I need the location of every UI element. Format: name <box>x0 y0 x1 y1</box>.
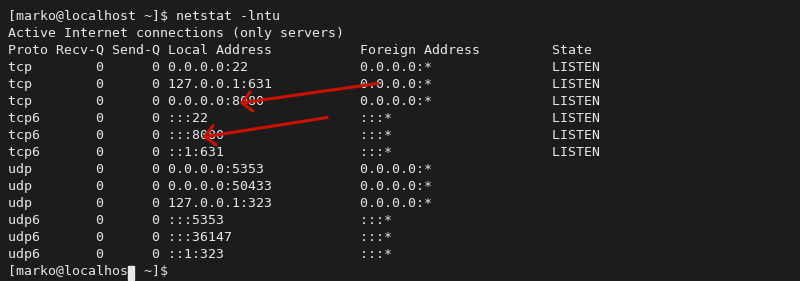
Bar <box>128 266 134 280</box>
Text: Proto Recv-Q Send-Q Local Address           Foreign Address         State: Proto Recv-Q Send-Q Local Address Foreig… <box>8 44 592 57</box>
Text: tcp        0      0 127.0.0.1:631           0.0.0.0:*               LISTEN: tcp 0 0 127.0.0.1:631 0.0.0.0:* LISTEN <box>8 78 600 91</box>
Text: udp6       0      0 ::1:323                 :::*: udp6 0 0 ::1:323 :::* <box>8 248 392 261</box>
Text: [marko@localhost ~]$ netstat -lntu: [marko@localhost ~]$ netstat -lntu <box>8 10 280 23</box>
Text: tcp6       0      0 :::22                   :::*                    LISTEN: tcp6 0 0 :::22 :::* LISTEN <box>8 112 600 125</box>
Text: tcp        0      0 0.0.0.0:8080            0.0.0.0:*               LISTEN: tcp 0 0 0.0.0.0:8080 0.0.0.0:* LISTEN <box>8 95 600 108</box>
Text: tcp        0      0 0.0.0.0:22              0.0.0.0:*               LISTEN: tcp 0 0 0.0.0.0:22 0.0.0.0:* LISTEN <box>8 61 600 74</box>
Text: tcp6       0      0 ::1:631                 :::*                    LISTEN: tcp6 0 0 ::1:631 :::* LISTEN <box>8 146 600 159</box>
Text: udp        0      0 0.0.0.0:50433           0.0.0.0:*: udp 0 0 0.0.0.0:50433 0.0.0.0:* <box>8 180 432 193</box>
Text: udp6       0      0 :::5353                 :::*: udp6 0 0 :::5353 :::* <box>8 214 392 227</box>
Text: udp        0      0 127.0.0.1:323           0.0.0.0:*: udp 0 0 127.0.0.1:323 0.0.0.0:* <box>8 197 432 210</box>
Text: [marko@localhost ~]$: [marko@localhost ~]$ <box>8 265 176 278</box>
Text: udp6       0      0 :::36147                :::*: udp6 0 0 :::36147 :::* <box>8 231 392 244</box>
Text: udp        0      0 0.0.0.0:5353            0.0.0.0:*: udp 0 0 0.0.0.0:5353 0.0.0.0:* <box>8 163 432 176</box>
Text: Active Internet connections (only servers): Active Internet connections (only server… <box>8 27 344 40</box>
Text: tcp6       0      0 :::8080                 :::*                    LISTEN: tcp6 0 0 :::8080 :::* LISTEN <box>8 129 600 142</box>
